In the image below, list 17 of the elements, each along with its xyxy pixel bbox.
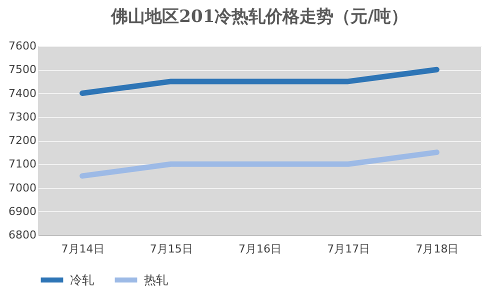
legend-label: 冷轧 — [70, 273, 94, 287]
y-tick-label: 7300 — [8, 110, 36, 124]
y-tick-label: 7100 — [8, 158, 36, 171]
x-tick-label: 7月17日 — [327, 242, 370, 256]
x-tick-label: 7月14日 — [61, 242, 104, 256]
legend-label: 热轧 — [144, 273, 168, 287]
y-tick-label: 7600 — [8, 40, 36, 52]
y-tick-label: 7500 — [8, 63, 36, 76]
y-tick-label: 6800 — [8, 228, 36, 242]
chart-title: 佛山地区201冷热轧价格走势（元/吨） — [110, 7, 408, 27]
x-tick-label: 7月15日 — [150, 242, 193, 256]
y-tick-label: 7200 — [8, 134, 36, 147]
y-tick-label: 7000 — [8, 181, 36, 194]
x-tick-label: 7月16日 — [238, 242, 282, 256]
y-tick-label: 6900 — [8, 204, 36, 218]
y-tick-label: 7400 — [8, 86, 36, 100]
x-tick-label: 7月18日 — [416, 242, 459, 256]
